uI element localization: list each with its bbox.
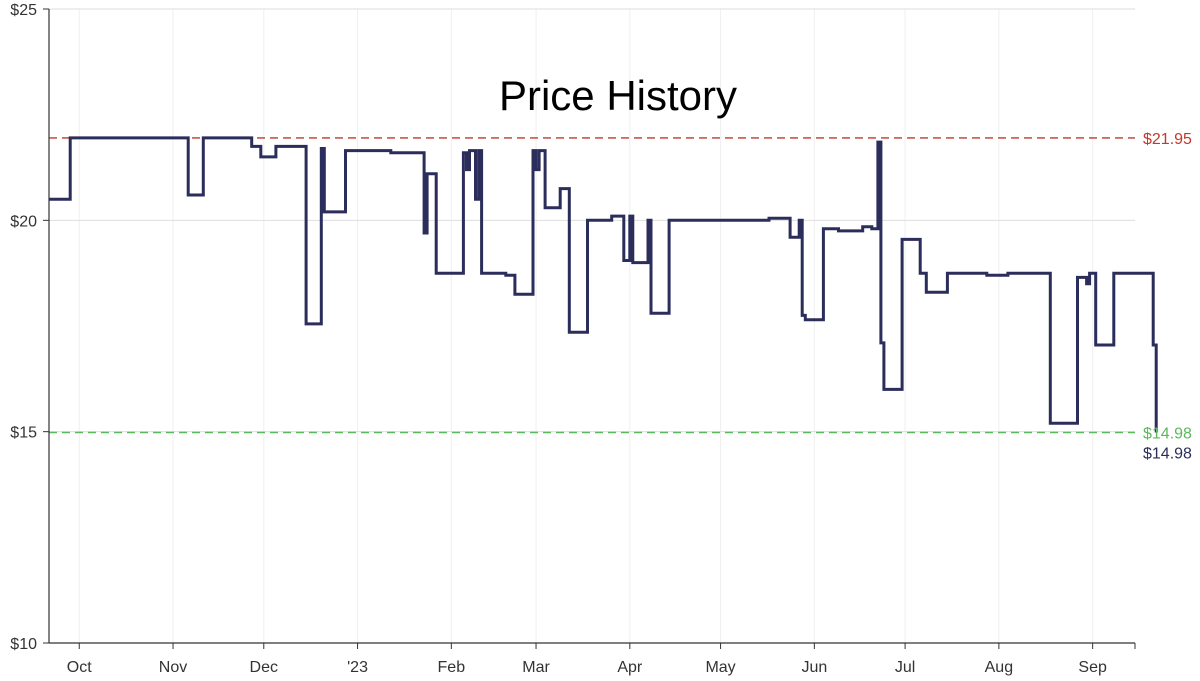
axes: Oct Nov Dec '23 Feb Mar Apr May Jun Jul Aug Sep $10 $… bbox=[10, 2, 1136, 676]
x-tick-label: Nov bbox=[159, 659, 187, 676]
x-tick-label: Jul bbox=[895, 659, 915, 676]
x-tick-label: Mar bbox=[522, 659, 550, 676]
current-price-label: $14.98 bbox=[1143, 446, 1192, 463]
x-tick-label: Feb bbox=[438, 659, 466, 676]
y-tick-label: $15 bbox=[10, 425, 37, 442]
x-tick-label: Dec bbox=[250, 659, 278, 676]
x-tick-label: Jun bbox=[801, 659, 827, 676]
x-tick-label: Sep bbox=[1078, 659, 1107, 676]
series-layer bbox=[49, 136, 1158, 433]
x-tick-label: Oct bbox=[67, 659, 92, 676]
y-tick-label: $20 bbox=[10, 213, 37, 230]
x-tick-label: May bbox=[705, 659, 735, 676]
reference-lines bbox=[49, 137, 1135, 434]
labels: $21.95 $14.98 $14.98 bbox=[1143, 131, 1192, 463]
chart-title: Price History bbox=[499, 72, 737, 119]
x-tick-label: Aug bbox=[985, 659, 1013, 676]
price-series-line bbox=[49, 136, 1158, 433]
x-tick-label: '23 bbox=[347, 659, 368, 676]
highest-price-label: $21.95 bbox=[1143, 131, 1192, 148]
y-tick-label: $10 bbox=[10, 636, 37, 653]
y-tick-label: $25 bbox=[10, 2, 37, 19]
lowest-price-label: $14.98 bbox=[1143, 426, 1192, 443]
x-tick-label: Apr bbox=[617, 659, 643, 676]
